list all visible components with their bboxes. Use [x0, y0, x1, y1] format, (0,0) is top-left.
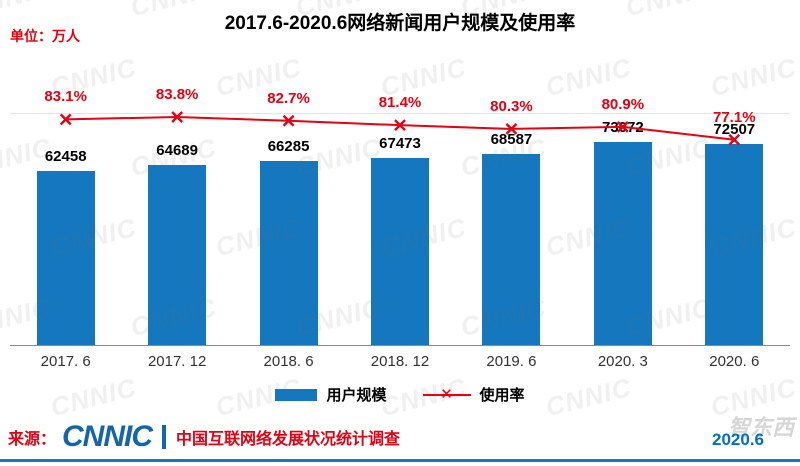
x-axis-line	[10, 345, 790, 346]
line-value-label: 80.3%	[490, 97, 533, 115]
legend: 用户规模 ✕ 使用率	[0, 384, 800, 405]
bar-value-label: 68587	[490, 131, 533, 149]
bar-value-label: 72507	[713, 120, 756, 138]
bar	[593, 142, 652, 345]
source-text: 中国互联网络发展状况统计调查	[176, 431, 401, 448]
top-gridline	[10, 113, 790, 114]
brand-watermark: 智东西	[727, 415, 794, 440]
line-value-label: 77.1%	[713, 108, 756, 126]
footer: 来源： CNNIC 中国互联网络发展状况统计调查	[8, 422, 400, 452]
line-value-label: 83.1%	[44, 88, 87, 106]
report-date: 2020.6	[712, 430, 764, 449]
x-axis-label: 2019. 6	[486, 353, 537, 370]
legend-item-usage-rate: ✕ 使用率	[422, 384, 525, 405]
bar-legend-swatch	[275, 388, 318, 401]
bottom-rule	[0, 459, 800, 462]
bar	[371, 157, 429, 345]
footer-separator	[162, 425, 167, 449]
x-axis-label: 2018. 6	[263, 353, 314, 370]
legend-label-user-scale: 用户规模	[326, 387, 387, 404]
bar	[705, 143, 764, 345]
x-marker-icon	[282, 114, 295, 127]
x-marker-icon	[728, 133, 741, 146]
legend-label-usage-rate: 使用率	[479, 387, 525, 404]
line-value-label: 81.4%	[378, 94, 422, 112]
line-legend-swatch: ✕	[422, 386, 471, 401]
x-marker-icon	[394, 119, 406, 132]
chart-title: 2017.6-2020.6网络新闻用户规模及使用率	[224, 13, 576, 34]
x-axis-label: 2017. 12	[147, 353, 207, 370]
bar-value-label: 67473	[379, 134, 421, 152]
bar-value-label: 62458	[44, 148, 87, 166]
x-axis-label: 2017. 6	[40, 353, 91, 370]
x-marker-icon	[59, 113, 72, 126]
x-marker-icon: ✕	[440, 385, 453, 403]
bar-value-label: 66285	[267, 137, 310, 155]
line-value-label: 83.8%	[155, 86, 199, 103]
x-axis-label: 2020. 3	[597, 353, 648, 370]
bar	[259, 160, 318, 345]
x-axis-label: 2018. 12	[370, 353, 430, 370]
trend-line	[59, 111, 741, 146]
bar	[482, 154, 541, 345]
plot-area: 6245864689662856747368587730727250783.1%…	[10, 86, 790, 370]
line-value-label: 82.7%	[267, 89, 310, 107]
x-marker-icon	[617, 121, 629, 133]
x-axis-label: 2020. 6	[709, 353, 760, 370]
x-marker-icon	[505, 123, 518, 135]
bar-value-label: 64689	[156, 142, 198, 160]
legend-item-user-scale: 用户规模	[275, 384, 387, 405]
unit-label: 单位：万人	[10, 28, 80, 44]
cnnic-logo: CNNIC	[62, 420, 153, 453]
cnnic-watermark-logo: CNNIC	[707, 51, 800, 103]
bar	[148, 165, 207, 345]
source-prefix-label: 来源：	[8, 431, 57, 448]
x-marker-icon	[171, 111, 183, 123]
line-value-label: 80.9%	[601, 95, 645, 113]
bar	[36, 171, 95, 345]
